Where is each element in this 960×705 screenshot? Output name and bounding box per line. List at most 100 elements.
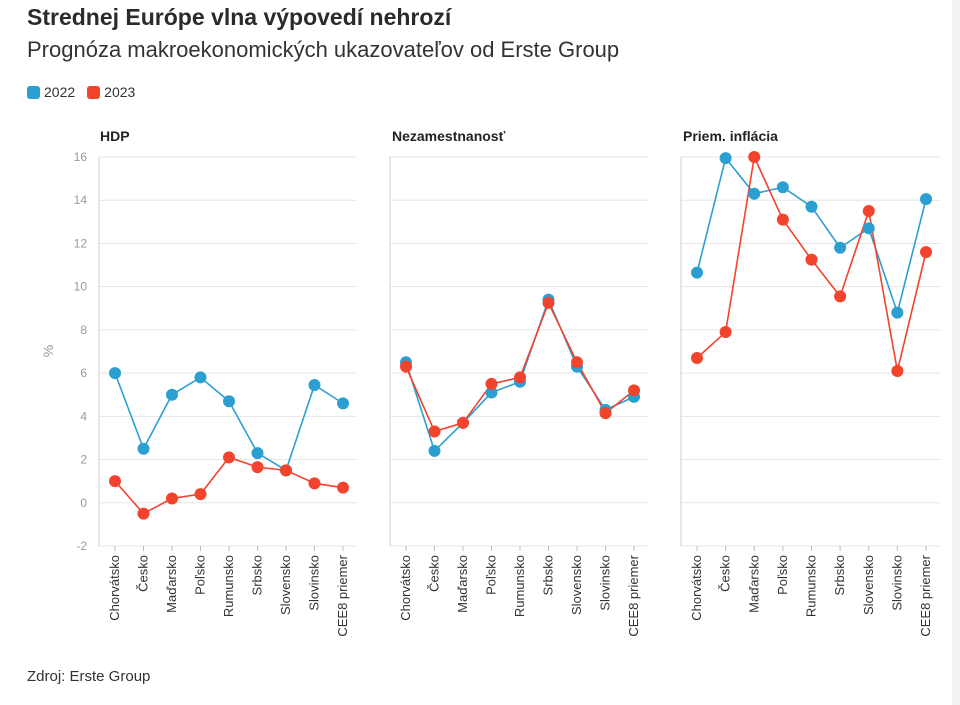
panel-3-point-2023	[862, 205, 875, 218]
y-tick-label: -2	[76, 539, 87, 553]
panel-3-x-tick-label: Česko	[718, 555, 733, 592]
panel-3-point-2022	[719, 152, 732, 165]
panel-2-x-tick-label: Slovinsko	[598, 555, 613, 611]
source-note: Zdroj: Erste Group	[27, 668, 151, 685]
panel-3-x-tick-label: Slovinsko	[889, 555, 904, 611]
panel-2-x-tick-label: Slovensko	[569, 555, 584, 615]
panel-1-point-2022	[109, 367, 121, 380]
panel-2-x-tick-label: CEE8 priemer	[626, 554, 641, 636]
panel-2-x-tick-label: Srbsko	[541, 555, 556, 595]
y-tick-label: 10	[74, 280, 88, 294]
y-tick-label: 14	[74, 193, 88, 207]
panel-1-point-2022	[251, 447, 264, 460]
page-edge	[952, 0, 960, 705]
panel-3-x-tick-label: Chorvátsko	[689, 555, 704, 621]
panel-1-point-2022	[337, 397, 349, 410]
panel-1-point-2023	[251, 461, 264, 474]
panel-3-point-2023	[719, 326, 732, 339]
legend-item-2022[interactable]: 2022	[27, 84, 75, 100]
panel-3-point-2022	[748, 187, 761, 200]
panel-1-point-2023	[137, 507, 150, 520]
panel-2-point-2023	[514, 371, 526, 384]
panel-2-point-2023	[457, 416, 469, 429]
legend-label-2023: 2023	[104, 84, 136, 100]
panel-1-title: HDP	[100, 128, 130, 144]
panel-2-point-2023	[400, 360, 412, 373]
panel-3-x-tick-label: Srbsko	[832, 555, 847, 595]
panel-2-point-2023	[599, 407, 612, 420]
panel-3-line-2022	[696, 157, 927, 314]
panel-2-point-2023	[542, 296, 555, 309]
panel-3-point-2022	[891, 306, 904, 319]
panel-1-x-tick-label: Slovinsko	[307, 555, 322, 611]
panel-1-point-2022	[308, 378, 321, 391]
y-tick-label: 8	[80, 323, 87, 337]
panel-3-x-tick-label: Slovensko	[861, 555, 876, 615]
panel-1-point-2023	[308, 477, 321, 490]
panel-3-point-2022	[776, 181, 789, 194]
panel-3-point-2023	[805, 253, 818, 266]
y-tick-label: 12	[74, 236, 88, 250]
legend-label-2022: 2022	[44, 84, 76, 100]
panel-1-point-2022	[166, 388, 178, 401]
panel-1-point-2022	[223, 395, 235, 408]
panel-3-point-2023	[748, 151, 761, 163]
panel-2-x-tick-label: Chorvátsko	[398, 555, 413, 621]
panel-1-point-2022	[137, 442, 150, 455]
panel-2-point-2022	[428, 444, 441, 457]
panel-3-x-tick-label: Poľsko	[775, 555, 790, 595]
legend-item-2023[interactable]: 2023	[87, 84, 135, 100]
panel-1-x-tick-label: Slovensko	[278, 555, 293, 615]
panel-1-x-tick-label: Maďarsko	[164, 555, 179, 613]
panel-3-point-2023	[776, 213, 789, 226]
panel-1-point-2023	[166, 492, 178, 505]
panel-3-x-tick-label: Maďarsko	[746, 555, 761, 613]
panel-2-point-2023	[485, 377, 498, 390]
chart-area: % 16 14 12 10 8 6 4 2 0 -2 HDP Chorvátsko Česko Maďars…	[40, 128, 940, 637]
panel-1-x-tick-label: CEE8 priemer	[335, 554, 350, 636]
y-axis-label: %	[40, 345, 56, 357]
panel-3-point-2022	[805, 200, 818, 213]
panel-2-x-tick-label: Maďarsko	[455, 555, 470, 613]
panel-3-point-2022	[862, 222, 875, 235]
panel-1-x-tick-label: Chorvátsko	[107, 555, 122, 621]
legend-swatch-2023	[87, 85, 101, 99]
panel-2-point-2023	[571, 356, 583, 369]
panel-2-x-tick-label: Poľsko	[484, 555, 499, 595]
panel-1-x-tick-label: Poľsko	[193, 555, 208, 595]
panel-1-point-2023	[223, 451, 235, 464]
y-tick-label: 0	[80, 496, 87, 510]
legend-swatch-2022	[27, 85, 40, 99]
panel-3-title: Priem. inflácia	[683, 128, 778, 144]
panel-1-x-tick-label: Srbsko	[250, 555, 265, 595]
chart-title: Strednej Európe vlna výpovedí nehrozí	[27, 4, 452, 30]
panel-1-point-2023	[109, 475, 121, 488]
y-tick-label: 4	[80, 409, 87, 423]
panel-3-point-2023	[920, 246, 932, 259]
panel-3-x-tick-label: CEE8 priemer	[918, 554, 933, 636]
panel-3-point-2022	[834, 241, 847, 254]
panel-2-point-2023	[628, 384, 640, 397]
panel-1-point-2022	[194, 371, 207, 384]
panel-2-x-tick-label: Rumunsko	[512, 555, 527, 617]
panel-2-title: Nezamestnanosť	[392, 128, 506, 144]
panel-2-x-tick-label: Česko	[427, 555, 442, 592]
panel-3-point-2023	[891, 364, 904, 377]
panel-3-x-tick-label: Rumunsko	[804, 555, 819, 617]
panel-1-point-2023	[280, 464, 292, 477]
panel-2-point-2023	[428, 425, 441, 438]
panel-1-point-2023	[337, 481, 349, 494]
chart-subtitle: Prognóza makroekonomických ukazovateľov …	[27, 37, 620, 62]
panel-1-point-2023	[194, 488, 207, 501]
panel-3-point-2022	[691, 266, 703, 279]
panel-1-x-tick-label: Rumunsko	[221, 555, 236, 617]
panel-1-x-tick-label: Česko	[136, 555, 151, 592]
y-tick-label: 16	[74, 150, 88, 164]
panel-1-line-2023	[114, 456, 344, 515]
y-tick-label: 6	[80, 366, 87, 380]
panel-2-point-2022	[485, 386, 498, 399]
legend: 2022 2023	[27, 84, 135, 100]
panel-3-point-2023	[691, 351, 703, 364]
panel-3-point-2022	[920, 193, 932, 206]
panel-3-point-2023	[834, 290, 847, 303]
